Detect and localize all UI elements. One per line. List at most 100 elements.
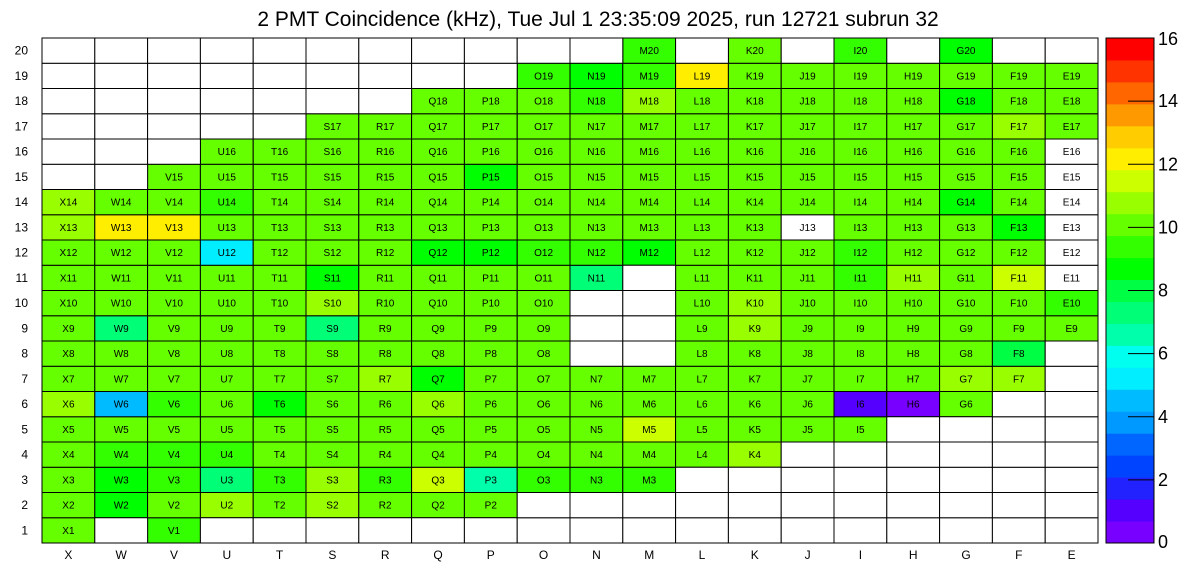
heatmap-cell xyxy=(411,113,465,140)
heatmap-cell xyxy=(516,163,571,190)
cell-label: J7 xyxy=(802,374,813,385)
empty-cell xyxy=(780,517,835,544)
x-tick-label: H xyxy=(909,548,918,562)
colorbar-band xyxy=(1106,147,1154,171)
empty-cell xyxy=(991,466,1046,493)
heatmap-cell xyxy=(199,189,254,216)
heatmap-cell xyxy=(833,239,888,266)
heatmap-cell xyxy=(569,138,624,165)
empty-cell xyxy=(147,88,201,115)
cell-label: Q12 xyxy=(429,248,448,259)
cell-label: M12 xyxy=(639,248,659,259)
empty-cell xyxy=(516,517,571,544)
empty-cell xyxy=(1044,37,1099,64)
cell-label: W3 xyxy=(114,475,129,486)
cell-label: T15 xyxy=(271,172,289,183)
heatmap-cell xyxy=(358,264,413,291)
heatmap-cell xyxy=(199,239,254,266)
empty-cell xyxy=(358,88,413,115)
heatmap-cell xyxy=(252,340,307,367)
cell-label: W13 xyxy=(111,223,132,234)
colorbar-band xyxy=(1106,81,1154,105)
heatmap-cell xyxy=(358,391,413,418)
cell-label: O3 xyxy=(537,475,551,486)
cell-label: L9 xyxy=(696,324,708,335)
heatmap-cell xyxy=(147,189,201,216)
cell-label: I7 xyxy=(856,374,865,385)
cell-label: V6 xyxy=(168,400,181,411)
cell-label: E18 xyxy=(1063,97,1081,108)
heatmap-cell xyxy=(516,441,571,468)
heatmap-cell xyxy=(252,416,307,443)
empty-cell xyxy=(991,416,1046,443)
cell-label: R5 xyxy=(379,425,392,436)
cell-label: X9 xyxy=(62,324,75,335)
cell-label: G9 xyxy=(959,324,973,335)
cell-label: V8 xyxy=(168,349,181,360)
empty-cell xyxy=(886,492,941,519)
heatmap-cell xyxy=(1044,163,1099,190)
empty-cell xyxy=(1044,365,1099,392)
cell-label: U2 xyxy=(220,501,233,512)
heatmap-cell xyxy=(463,239,518,266)
cell-label: X6 xyxy=(62,400,75,411)
cell-label: M14 xyxy=(639,198,659,209)
cell-label: U16 xyxy=(218,147,237,158)
cell-label: M18 xyxy=(639,97,659,108)
empty-cell xyxy=(411,62,465,89)
cell-label: S7 xyxy=(326,374,339,385)
colorbar-band xyxy=(1106,345,1154,368)
heatmap-cell xyxy=(358,214,413,241)
cell-label: H12 xyxy=(904,248,923,259)
heatmap-cell xyxy=(886,315,941,342)
heatmap-cell xyxy=(569,62,624,89)
cell-label: G12 xyxy=(957,248,976,259)
cell-label: R2 xyxy=(379,501,392,512)
cell-label: K10 xyxy=(746,299,764,310)
heatmap-cell xyxy=(41,189,96,216)
empty-cell xyxy=(252,88,307,115)
heatmap-cell xyxy=(463,113,518,140)
cell-label: P2 xyxy=(485,501,498,512)
heatmap-cell xyxy=(516,365,571,392)
heatmap-cell xyxy=(833,37,888,64)
y-tick-label: 5 xyxy=(21,422,28,436)
empty-cell xyxy=(94,517,149,544)
cell-label: P13 xyxy=(482,223,500,234)
heatmap-cell xyxy=(833,88,888,115)
heatmap-cell xyxy=(358,189,413,216)
cell-label: M20 xyxy=(639,46,659,57)
empty-cell xyxy=(569,340,624,367)
cell-label: S16 xyxy=(324,147,342,158)
cell-label: F9 xyxy=(1013,324,1025,335)
empty-cell xyxy=(833,517,888,544)
cell-label: J13 xyxy=(800,223,817,234)
cell-label: P18 xyxy=(482,97,500,108)
cell-label: E13 xyxy=(1063,223,1081,234)
heatmap-cell xyxy=(727,88,782,115)
empty-cell xyxy=(41,163,96,190)
colorbar-band xyxy=(1106,499,1154,522)
cell-label: Q8 xyxy=(431,349,445,360)
cell-label: G8 xyxy=(959,349,973,360)
heatmap-cell xyxy=(675,365,729,392)
heatmap-cell xyxy=(886,62,941,89)
cell-label: L8 xyxy=(696,349,708,360)
empty-cell xyxy=(886,416,941,443)
cell-label: E10 xyxy=(1063,299,1081,310)
cell-label: I10 xyxy=(853,299,867,310)
cell-label: L4 xyxy=(696,450,708,461)
heatmap-cell xyxy=(252,264,307,291)
cell-label: M4 xyxy=(642,450,656,461)
empty-cell xyxy=(252,517,307,544)
empty-cell xyxy=(991,441,1046,468)
heatmap-cell xyxy=(833,340,888,367)
heatmap-cell xyxy=(886,340,941,367)
cell-label: O17 xyxy=(534,122,553,133)
heatmap-cell xyxy=(833,138,888,165)
empty-cell xyxy=(358,37,413,64)
cell-label: N7 xyxy=(590,374,603,385)
heatmap-cell xyxy=(727,214,782,241)
cell-label: I8 xyxy=(856,349,865,360)
cell-label: H11 xyxy=(904,273,922,284)
